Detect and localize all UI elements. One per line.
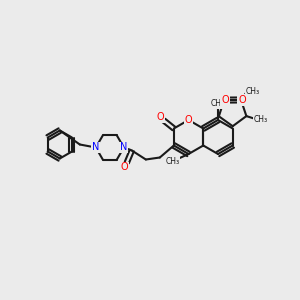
Text: N: N bbox=[120, 142, 127, 152]
Text: CH₃: CH₃ bbox=[166, 157, 180, 166]
Text: O: O bbox=[120, 163, 127, 172]
Text: CH₃: CH₃ bbox=[245, 86, 260, 95]
Text: N: N bbox=[92, 142, 100, 152]
Text: CH₃: CH₃ bbox=[211, 100, 225, 109]
Text: O: O bbox=[238, 95, 246, 105]
Text: CH₃: CH₃ bbox=[254, 115, 268, 124]
Text: O: O bbox=[221, 95, 229, 105]
Text: O: O bbox=[185, 115, 192, 125]
Text: O: O bbox=[156, 112, 164, 122]
